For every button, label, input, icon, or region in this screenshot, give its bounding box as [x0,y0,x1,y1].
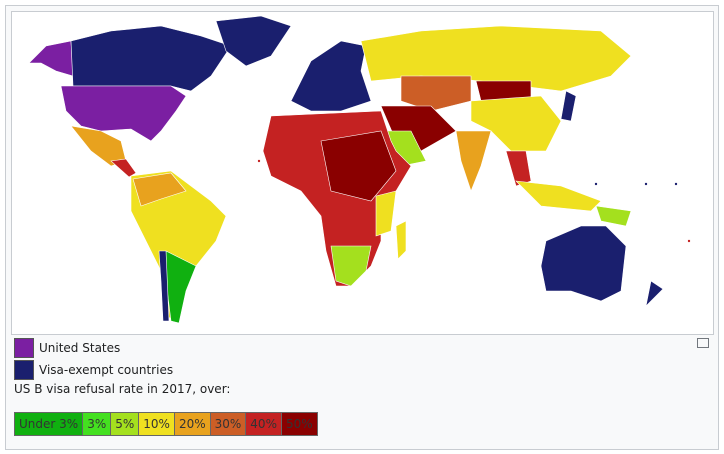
scale-segment: 3% [83,413,112,435]
color-scale: Under 3% 3% 5% 10% 20% 30% 40% 50% [14,412,318,436]
madagascar [395,220,407,260]
island [674,182,678,186]
scale-segment: 10% [139,413,175,435]
canada [70,25,232,92]
chile [158,250,170,322]
island [594,182,598,186]
island [644,182,648,186]
east-africa [375,190,397,237]
scale-segment: 40% [246,413,282,435]
legend-item: United States [14,338,120,358]
central-america [110,158,137,178]
southern-africa [330,245,372,287]
new-zealand [645,280,664,307]
expand-icon[interactable] [697,338,709,348]
usa [60,85,187,142]
central-asia [400,75,472,112]
japan [560,90,577,122]
india [455,130,492,192]
legend-item: Visa-exempt countries [14,360,173,380]
australia [540,225,627,302]
indonesia [515,180,602,212]
europe [290,40,372,112]
scale-segment: 50% [281,413,317,435]
china [470,95,562,152]
legend-label: Visa-exempt countries [39,363,174,377]
central-africa [320,130,397,202]
island [257,159,261,163]
scale-segment: Under 3% [15,413,84,435]
scale-segment: 30% [210,413,247,435]
legend-swatch [14,338,34,358]
island [687,239,691,243]
legend-caption: US B visa refusal rate in 2017, over: [14,382,231,396]
greenland [215,15,292,67]
new-guinea [595,205,632,227]
scale-segment: 5% [111,413,140,435]
world-map [11,11,714,335]
scale-segment: 20% [174,413,211,435]
legend-label: United States [39,341,121,355]
legend-swatch [14,360,34,380]
alaska [28,40,74,77]
southeast-asia [505,150,532,187]
north-south-america [132,172,187,207]
